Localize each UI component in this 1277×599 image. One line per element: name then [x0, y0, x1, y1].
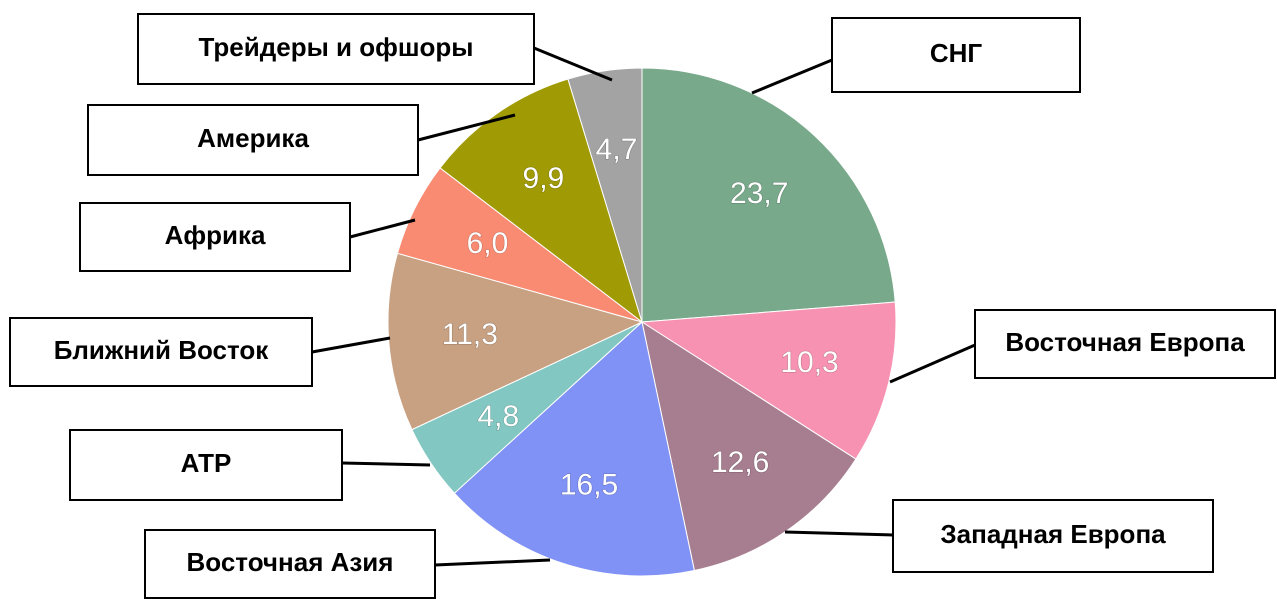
pie-slice: [453, 321, 695, 577]
pie-slice: [640, 301, 897, 460]
leader-line: [311, 336, 391, 354]
category-label: Трейдеры и офшоры: [199, 32, 474, 62]
slice-label: 10,3: [780, 346, 838, 379]
leader-line: [533, 46, 613, 82]
leader-line: [341, 461, 431, 467]
label-box: [831, 17, 1081, 93]
slice-label: 12,6: [711, 446, 769, 479]
leader-line: [784, 530, 894, 537]
slice-label: 6,0: [467, 227, 509, 260]
category-label: Америка: [197, 123, 309, 153]
pie-slice: [641, 67, 896, 323]
category-label: АТР: [181, 448, 232, 478]
label-box: [79, 202, 351, 272]
category-label: Восточная Европа: [1005, 327, 1245, 357]
label-box: [9, 317, 313, 387]
category-label: Ближний Восток: [54, 335, 270, 365]
leader-line: [434, 558, 551, 567]
label-box: [69, 429, 343, 501]
label-box: [892, 499, 1214, 573]
slice-label: 23,7: [730, 177, 788, 210]
category-label: Восточная Азия: [187, 547, 394, 577]
leader-line: [349, 218, 416, 239]
pie-slice: [439, 78, 643, 324]
label-box: [137, 13, 535, 85]
leader-line: [417, 113, 516, 142]
category-label: Западная Европа: [940, 519, 1166, 549]
label-box: [974, 309, 1276, 379]
pie-slice: [387, 252, 644, 431]
slice-label: 11,3: [442, 318, 498, 351]
label-box: [144, 529, 436, 599]
label-box: [87, 104, 419, 176]
category-label: СНГ: [930, 38, 983, 68]
slice-label: 9,9: [523, 162, 565, 195]
slice-label: 16,5: [560, 468, 618, 501]
slice-label: 4,7: [596, 133, 638, 166]
category-label: Африка: [165, 220, 266, 250]
leader-line: [751, 58, 833, 95]
slice-label: 4,8: [477, 400, 519, 433]
pie-slice: [567, 67, 643, 323]
leader-line: [889, 343, 976, 384]
